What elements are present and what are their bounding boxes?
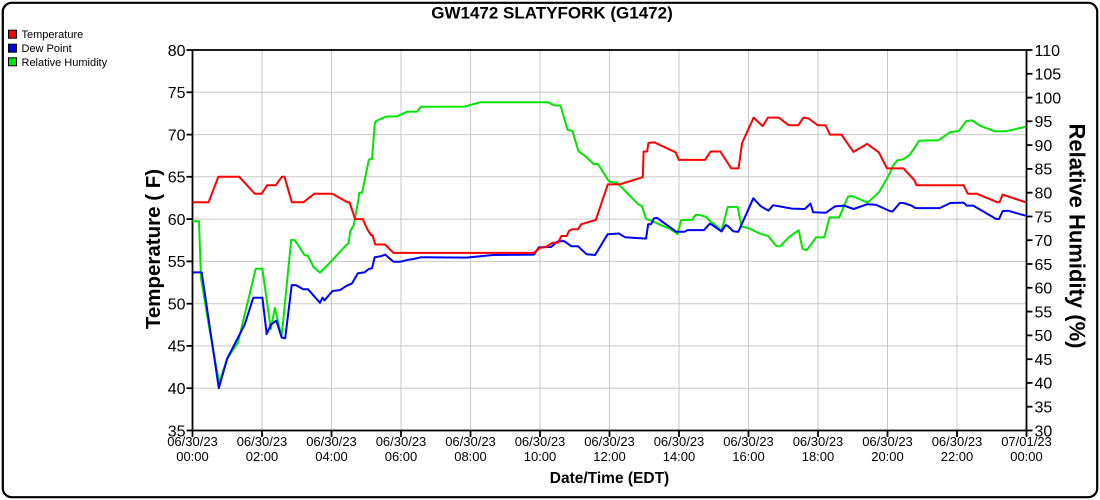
svg-text:45: 45 xyxy=(168,339,186,356)
svg-text:04:00: 04:00 xyxy=(315,449,348,464)
svg-text:18:00: 18:00 xyxy=(802,449,835,464)
svg-text:85: 85 xyxy=(1035,162,1053,179)
svg-text:Relative Humidity (%): Relative Humidity (%) xyxy=(1065,124,1090,349)
svg-text:08:00: 08:00 xyxy=(454,449,487,464)
svg-text:35: 35 xyxy=(168,423,186,440)
svg-text:80: 80 xyxy=(1035,186,1053,203)
svg-text:06/30/23: 06/30/23 xyxy=(862,434,913,449)
svg-text:75: 75 xyxy=(1035,209,1053,226)
svg-text:100: 100 xyxy=(1035,90,1062,107)
svg-text:30: 30 xyxy=(1035,423,1053,440)
svg-text:06/30/23: 06/30/23 xyxy=(932,434,983,449)
svg-text:50: 50 xyxy=(168,297,186,314)
svg-text:65: 65 xyxy=(168,170,186,187)
svg-text:40: 40 xyxy=(1035,376,1053,393)
svg-text:60: 60 xyxy=(1035,281,1053,298)
svg-text:06/30/23: 06/30/23 xyxy=(584,434,635,449)
svg-text:06/30/23: 06/30/23 xyxy=(723,434,774,449)
svg-text:06/30/23: 06/30/23 xyxy=(167,434,218,449)
svg-text:110: 110 xyxy=(1035,43,1061,60)
svg-text:00:00: 00:00 xyxy=(1010,449,1043,464)
svg-text:Dew Point: Dew Point xyxy=(22,43,72,55)
svg-text:06/30/23: 06/30/23 xyxy=(515,434,566,449)
svg-text:35: 35 xyxy=(1035,400,1053,417)
svg-text:45: 45 xyxy=(1035,352,1053,369)
svg-text:20:00: 20:00 xyxy=(871,449,904,464)
svg-text:06/30/23: 06/30/23 xyxy=(793,434,844,449)
svg-text:55: 55 xyxy=(1035,304,1053,321)
svg-text:80: 80 xyxy=(168,43,186,60)
svg-text:65: 65 xyxy=(1035,257,1053,274)
svg-text:22:00: 22:00 xyxy=(941,449,974,464)
svg-text:75: 75 xyxy=(168,85,186,102)
svg-text:02:00: 02:00 xyxy=(246,449,279,464)
svg-text:06/30/23: 06/30/23 xyxy=(237,434,288,449)
svg-text:06:00: 06:00 xyxy=(385,449,418,464)
svg-text:06/30/23: 06/30/23 xyxy=(654,434,705,449)
svg-text:105: 105 xyxy=(1035,67,1062,84)
svg-text:Temperature: Temperature xyxy=(22,29,84,41)
svg-text:40: 40 xyxy=(168,381,186,398)
svg-text:GW1472 SLATYFORK (G1472): GW1472 SLATYFORK (G1472) xyxy=(431,4,673,23)
svg-text:07/01/23: 07/01/23 xyxy=(1001,434,1052,449)
svg-text:95: 95 xyxy=(1035,114,1053,131)
svg-text:Relative Humidity: Relative Humidity xyxy=(22,57,108,69)
svg-text:60: 60 xyxy=(168,212,186,229)
svg-text:70: 70 xyxy=(1035,233,1053,250)
svg-text:00:00: 00:00 xyxy=(176,449,209,464)
svg-text:Date/Time (EDT): Date/Time (EDT) xyxy=(550,470,669,487)
svg-text:50: 50 xyxy=(1035,328,1053,345)
svg-text:55: 55 xyxy=(168,254,186,271)
svg-text:Temperature ( F): Temperature ( F) xyxy=(142,169,165,329)
svg-text:16:00: 16:00 xyxy=(732,449,765,464)
svg-text:06/30/23: 06/30/23 xyxy=(376,434,427,449)
svg-text:06/30/23: 06/30/23 xyxy=(306,434,357,449)
svg-text:90: 90 xyxy=(1035,138,1053,155)
svg-text:70: 70 xyxy=(168,127,186,144)
svg-text:12:00: 12:00 xyxy=(593,449,626,464)
svg-text:10:00: 10:00 xyxy=(524,449,557,464)
svg-text:06/30/23: 06/30/23 xyxy=(445,434,496,449)
svg-text:14:00: 14:00 xyxy=(663,449,696,464)
